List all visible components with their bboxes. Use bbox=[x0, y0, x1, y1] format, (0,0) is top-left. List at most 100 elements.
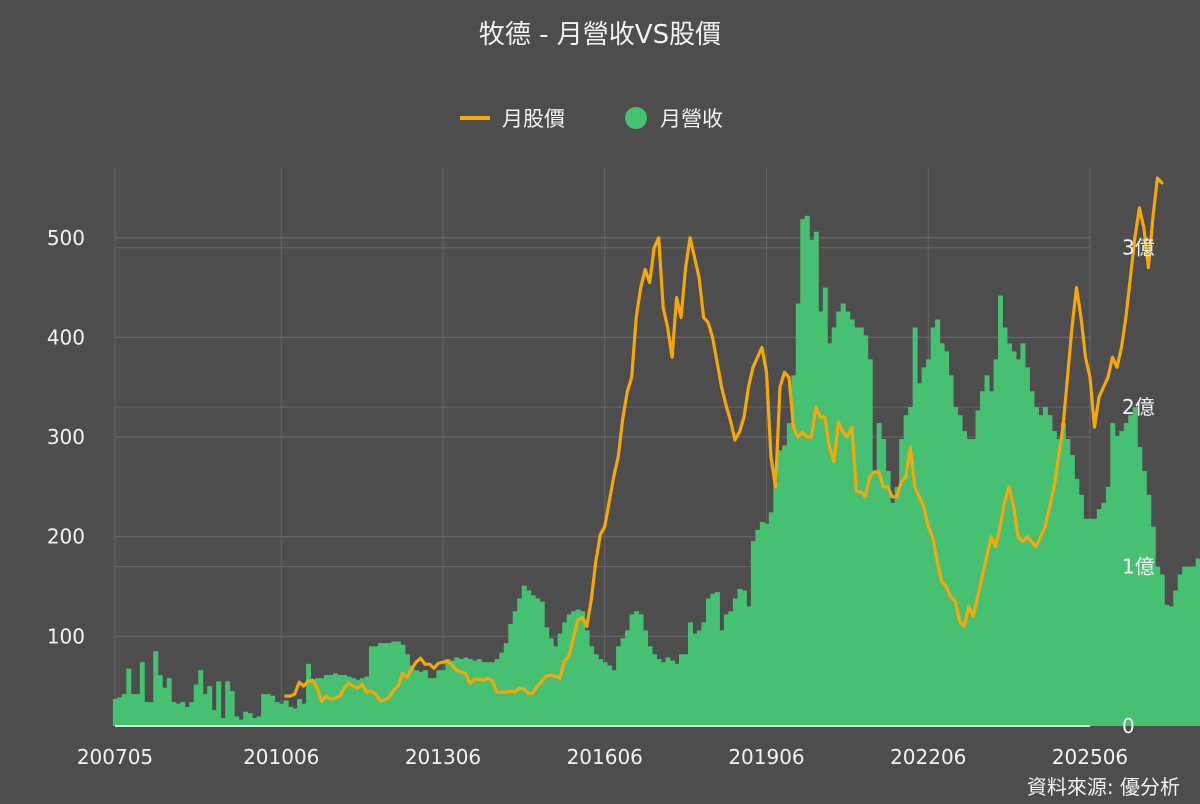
revenue-bar bbox=[818, 311, 824, 726]
revenue-bar bbox=[634, 611, 640, 726]
price-line bbox=[284, 176, 1164, 703]
revenue-bar bbox=[989, 391, 994, 726]
revenue-bar bbox=[1024, 367, 1030, 726]
revenue-bar bbox=[1105, 486, 1111, 726]
revenue-bar bbox=[216, 681, 222, 726]
revenue-bar bbox=[476, 659, 482, 726]
revenue-bar bbox=[535, 598, 541, 726]
right-axis-tick-label: 1億 bbox=[1122, 555, 1155, 579]
revenue-bar bbox=[669, 660, 675, 726]
revenue-bar bbox=[948, 375, 954, 726]
revenue-bar bbox=[306, 663, 312, 726]
revenue-bar bbox=[580, 611, 586, 726]
left-axis: 100 200 300 400 500 bbox=[47, 226, 85, 649]
revenue-bar bbox=[467, 659, 473, 726]
revenue-bar bbox=[445, 659, 451, 726]
revenue-bar bbox=[791, 375, 797, 726]
revenue-bar bbox=[166, 678, 172, 726]
plot-area bbox=[112, 168, 1200, 727]
revenue-bar bbox=[876, 423, 882, 726]
revenue-bar bbox=[270, 695, 276, 726]
revenue-bar bbox=[503, 643, 509, 726]
revenue-bar bbox=[1083, 518, 1089, 726]
revenue-bar bbox=[148, 702, 154, 726]
left-axis-tick-label: 200 bbox=[47, 525, 85, 549]
revenue-bar bbox=[1011, 351, 1017, 726]
revenue-bar bbox=[683, 654, 689, 726]
x-axis-tick-label: 202506 bbox=[1052, 745, 1128, 769]
revenue-bar bbox=[548, 638, 554, 726]
legend-item-revenue[interactable]: 月營收 bbox=[625, 107, 723, 131]
revenue-bar bbox=[782, 445, 788, 726]
revenue-bar bbox=[863, 335, 869, 726]
revenue-bar bbox=[755, 529, 761, 726]
revenue-bar bbox=[885, 470, 891, 726]
revenue-bar bbox=[881, 439, 887, 726]
revenue-bar bbox=[404, 654, 410, 726]
revenue-bar bbox=[382, 643, 388, 726]
revenue-bar bbox=[589, 646, 595, 726]
right-axis: 0 1億 2億 3億 bbox=[1122, 236, 1155, 738]
revenue-bar bbox=[350, 678, 356, 726]
revenue-bar bbox=[1182, 566, 1188, 726]
revenue-bar bbox=[315, 678, 321, 726]
revenue-bar bbox=[189, 702, 195, 726]
revenue-bar bbox=[957, 415, 963, 726]
revenue-bar bbox=[485, 662, 491, 726]
revenue-bar bbox=[207, 686, 213, 726]
revenue-bar bbox=[966, 439, 972, 726]
revenue-bar bbox=[665, 657, 671, 726]
revenue-bar bbox=[997, 295, 1003, 726]
revenue-bar bbox=[719, 630, 725, 726]
revenue-bar bbox=[117, 697, 123, 726]
revenue-bar bbox=[571, 611, 577, 726]
revenue-bar bbox=[463, 657, 469, 726]
revenue-bar bbox=[1069, 454, 1075, 726]
revenue-bar bbox=[310, 679, 316, 726]
revenue-bar bbox=[1110, 423, 1116, 726]
legend-revenue-label: 月營收 bbox=[660, 107, 723, 131]
revenue-bar bbox=[804, 215, 810, 727]
revenue-bar bbox=[1078, 494, 1084, 726]
revenue-bar bbox=[714, 592, 720, 726]
legend[interactable]: 月股價 月營收 bbox=[460, 107, 723, 131]
revenue-bar bbox=[773, 482, 779, 726]
revenue-bar bbox=[342, 674, 347, 726]
revenue-bar bbox=[297, 698, 303, 726]
revenue-bar bbox=[386, 643, 392, 726]
revenue-bar bbox=[849, 319, 855, 726]
revenue-bar bbox=[413, 670, 419, 726]
revenue-bar bbox=[346, 676, 352, 726]
revenue-bar bbox=[795, 303, 801, 726]
legend-item-price[interactable]: 月股價 bbox=[460, 107, 565, 131]
revenue-bar bbox=[732, 598, 738, 726]
revenue-bar bbox=[813, 231, 819, 726]
revenue-bar bbox=[279, 703, 285, 726]
revenue-bar bbox=[202, 694, 208, 726]
revenue-bar bbox=[1195, 558, 1200, 726]
revenue-bar bbox=[705, 598, 711, 726]
revenue-bar bbox=[625, 630, 631, 726]
revenue-bar bbox=[678, 654, 684, 726]
revenue-bar bbox=[517, 598, 523, 726]
revenue-bar bbox=[921, 367, 927, 726]
revenue-bar bbox=[539, 601, 545, 726]
revenue-bar bbox=[454, 657, 460, 726]
revenue-bar bbox=[971, 439, 977, 726]
revenue-bar bbox=[822, 287, 828, 726]
revenue-bar bbox=[418, 671, 424, 726]
revenue-bar bbox=[553, 646, 559, 726]
revenue-bar bbox=[252, 718, 258, 726]
revenue-bar bbox=[481, 662, 487, 726]
revenue-bar bbox=[1168, 606, 1174, 726]
revenue-bar bbox=[939, 343, 945, 726]
x-axis-tick-label: 202206 bbox=[890, 745, 966, 769]
revenue-bar bbox=[1074, 478, 1080, 726]
revenue-bar bbox=[1029, 391, 1035, 726]
revenue-bar bbox=[526, 590, 532, 726]
revenue-bar bbox=[616, 646, 622, 726]
revenue-bar bbox=[962, 431, 968, 726]
legend-price-label: 月股價 bbox=[502, 107, 565, 131]
revenue-bar bbox=[980, 391, 986, 726]
